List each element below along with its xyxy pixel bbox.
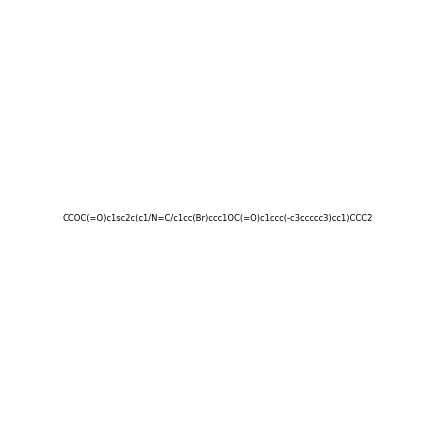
Text: CCOC(=O)c1sc2c(c1/N=C/c1cc(Br)ccc1OC(=O)c1ccc(-c3ccccc3)cc1)CCC2: CCOC(=O)c1sc2c(c1/N=C/c1cc(Br)ccc1OC(=O)… bbox=[63, 215, 373, 223]
